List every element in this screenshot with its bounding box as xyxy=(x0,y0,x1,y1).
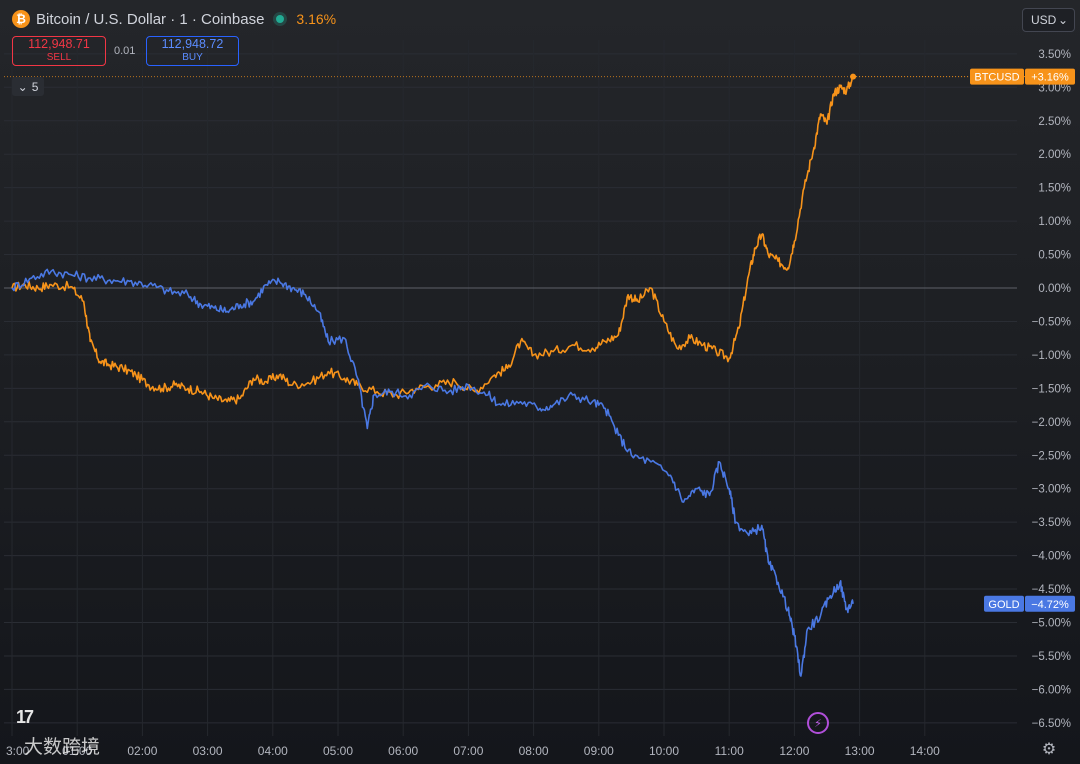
chevron-down-icon: ⌄ xyxy=(17,79,28,94)
y-tick-label: 3.00% xyxy=(1038,82,1071,94)
y-tick-label: 0.50% xyxy=(1038,250,1071,262)
y-tick-label: −2.50% xyxy=(1032,450,1071,462)
series-end-dot xyxy=(850,73,857,80)
tradingview-logo[interactable]: 17 xyxy=(16,707,34,727)
x-tick-label: 09:00 xyxy=(584,744,614,758)
x-tick-label: 13:00 xyxy=(845,744,875,758)
y-tick-label: 2.50% xyxy=(1038,116,1071,128)
buy-label: BUY xyxy=(182,52,203,63)
bitcoin-icon: ₿ xyxy=(12,10,30,28)
series-name-badge xyxy=(970,68,1024,85)
symbol-header[interactable]: ₿ Bitcoin / U.S. Dollar · 1 · Coinbase 3… xyxy=(12,9,336,29)
x-tick-label: 06:00 xyxy=(388,744,418,758)
y-tick-label: −6.00% xyxy=(1032,684,1071,696)
x-tick-label: 14:00 xyxy=(910,744,940,758)
x-tick-label: 03:00 xyxy=(193,744,223,758)
series-value-badge xyxy=(1025,68,1075,85)
indicator-count: 5 xyxy=(31,79,39,94)
symbol-title[interactable]: Bitcoin / U.S. Dollar · 1 · Coinbase xyxy=(36,10,265,28)
y-tick-label: −5.50% xyxy=(1032,651,1071,663)
y-tick-label: −2.00% xyxy=(1032,417,1071,429)
currency-select[interactable]: USD ⌄ xyxy=(1022,8,1075,32)
x-tick-label: 12:00 xyxy=(779,744,809,758)
x-tick-label: 07:00 xyxy=(453,744,483,758)
gear-icon[interactable]: ⚙ xyxy=(1041,741,1057,758)
series-line-btcusd[interactable] xyxy=(11,73,854,405)
y-tick-label: −1.50% xyxy=(1032,383,1071,395)
series-value-badge xyxy=(1025,595,1075,612)
y-tick-label: −4.00% xyxy=(1032,551,1071,563)
y-tick-label: −6.50% xyxy=(1032,718,1071,730)
x-tick-label: 11:00 xyxy=(715,744,744,758)
sell-button[interactable]: 112,948.71 SELL xyxy=(12,36,106,66)
series-name-badge xyxy=(984,595,1024,612)
chevron-down-icon: ⌄ xyxy=(1057,13,1068,27)
sell-price: 112,948.71 xyxy=(28,37,90,51)
x-tick-label: 01:00 xyxy=(62,744,92,758)
x-tick-label: 10:00 xyxy=(649,744,679,758)
y-tick-label: −5.00% xyxy=(1032,618,1071,630)
y-tick-label: 3.50% xyxy=(1038,49,1071,61)
market-status-icon xyxy=(276,15,285,23)
spread-value: 0.01 xyxy=(114,45,136,57)
symbol-change: 3.16% xyxy=(296,11,337,27)
x-tick-label: 05:00 xyxy=(323,744,353,758)
y-tick-label: 1.00% xyxy=(1038,216,1071,228)
y-tick-label: 1.50% xyxy=(1038,183,1071,195)
y-tick-label: −0.50% xyxy=(1032,316,1071,328)
indicators-toggle[interactable]: ⌄ 5 xyxy=(12,77,44,96)
series-value-label: −4.72% xyxy=(1031,599,1069,611)
y-tick-label: −3.50% xyxy=(1032,517,1071,529)
buy-price: 112,948.72 xyxy=(161,37,224,51)
y-tick-label: −4.50% xyxy=(1032,584,1071,596)
y-tick-label: −1.00% xyxy=(1032,350,1071,362)
currency-value: USD xyxy=(1031,13,1057,27)
y-tick-label: 0.00% xyxy=(1038,283,1071,295)
buy-button[interactable]: 112,948.72 BUY xyxy=(146,36,239,66)
series-value-label: +3.16% xyxy=(1031,72,1069,84)
sell-label: SELL xyxy=(46,52,72,63)
spark-icon[interactable]: ⚡ xyxy=(807,712,829,734)
series-line-gold[interactable] xyxy=(11,268,854,677)
series-name-label: BTCUSD xyxy=(974,72,1019,84)
x-tick-label: 02:00 xyxy=(127,744,157,758)
series-badge-btcusd[interactable]: BTCUSD +3.16% xyxy=(970,68,1075,85)
x-tick-label-first: 3:00 xyxy=(6,744,30,758)
series-name-label: GOLD xyxy=(988,599,1019,611)
x-tick-label: 08:00 xyxy=(519,744,549,758)
x-tick-label: 04:00 xyxy=(258,744,288,758)
series-badge-gold[interactable]: GOLD −4.72% xyxy=(984,595,1075,612)
y-tick-label: 2.00% xyxy=(1038,149,1071,161)
watermark-text: 大数跨境 xyxy=(24,737,101,758)
y-tick-label: −3.00% xyxy=(1032,484,1071,496)
